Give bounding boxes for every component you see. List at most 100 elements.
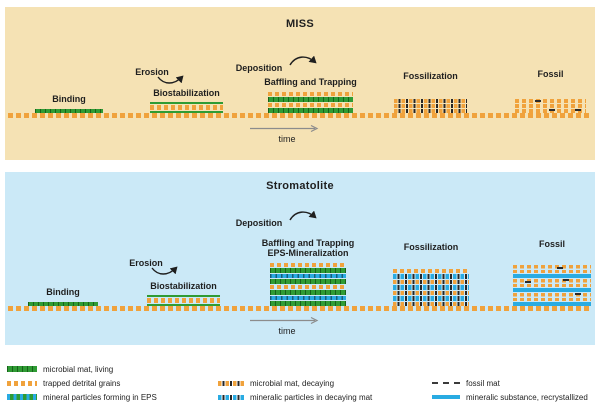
panel-title: MISS (285, 18, 315, 30)
deposition-label: Deposition (235, 218, 283, 228)
layer-orange-black (393, 290, 469, 295)
fossil-mat-dash (557, 267, 563, 269)
stage-label: Fossil (537, 69, 564, 80)
fossil-mat-dash (549, 109, 555, 111)
stage-label: Fossilization (403, 71, 458, 82)
layer-cyan-solid (513, 302, 591, 306)
layer-green (270, 290, 346, 295)
layer-orange-dots (270, 285, 346, 289)
layer-green-thin (147, 304, 220, 306)
layer-green (28, 302, 98, 306)
stage-block (35, 109, 103, 113)
layer-cyan-solid (513, 288, 591, 292)
layer-orange-black (394, 99, 467, 103)
fossil-mat-dash (535, 100, 541, 102)
stage-fossilization: Fossilization (393, 242, 469, 306)
fossil-mat-dash (525, 281, 531, 283)
layer-green (270, 268, 346, 273)
layer-orange-dots (515, 109, 586, 113)
fossil-mat-dash (575, 293, 581, 295)
time-axis: time (249, 124, 325, 144)
stage-block (150, 102, 223, 113)
layer-orange-dots (515, 99, 586, 103)
erosion-arrow-icon (157, 75, 184, 84)
deposition-label: Deposition (235, 63, 283, 73)
layer-cyan-solid (513, 274, 591, 278)
stage-fossilization: Fossilization (394, 71, 467, 113)
legend-swatch-mineral-particles-eps (7, 394, 37, 400)
legend-item: trapped detrital grains (7, 376, 157, 390)
legend-label: mineralic substance, recrystallized (466, 392, 588, 402)
panel-title: Stromatolite (266, 180, 334, 192)
layer-orange-dots (515, 104, 586, 108)
stage-label: Biostabilization (150, 281, 217, 292)
stage-label: Binding (52, 94, 86, 105)
erosion-label: Erosion (135, 67, 169, 77)
legend-item: microbial mat, decaying (218, 376, 372, 390)
stage-baffling-trapping: Baffling and Trapping (264, 77, 357, 113)
legend-label: microbial mat, living (43, 364, 114, 374)
time-label: time (278, 326, 296, 336)
legend-column-2: microbial mat, decaying mineralic partic… (218, 376, 372, 404)
legend-item: microbial mat, living (7, 362, 157, 376)
legend-label: fossil mat (466, 378, 500, 388)
legend-column-3: fossil mat mineralic substance, recrysta… (432, 376, 588, 404)
layer-cyan-mineral (270, 274, 346, 278)
stage-block (28, 302, 98, 306)
layer-green-thin (147, 295, 220, 297)
legend-item: mineralic substance, recrystallized (432, 390, 588, 404)
layer-orange-double (513, 279, 591, 287)
stage-binding: Binding (28, 287, 98, 306)
stage-fossil: Fossil (513, 239, 591, 306)
layer-orange-black (393, 279, 469, 284)
stage-fossil: Fossil (515, 69, 586, 113)
legend-item: fossil mat (432, 376, 588, 390)
stage-biostabilization: Biostabilization (147, 281, 220, 306)
layer-orange-dots (147, 298, 220, 303)
deposition-arrow-icon (289, 55, 317, 66)
stage-label: Binding (46, 287, 80, 298)
layer-cyan-black (393, 296, 469, 301)
layer-green-thin (150, 102, 223, 104)
legend-item: mineralic particles in decaying mat (218, 390, 372, 404)
layer-orange-dots (150, 105, 223, 110)
layer-orange-dots (270, 263, 346, 267)
stage-label: Fossil (538, 239, 565, 250)
baseline-detrital-grains (8, 113, 592, 118)
fossil-mat-dash (563, 279, 569, 281)
legend-swatch-microbial-mat-decaying (218, 380, 244, 386)
stage-label: Baffling and Trapping (264, 77, 357, 88)
legend-item: mineral particles forming in EPS (7, 390, 157, 404)
legend-swatch-mineralic-particles-decaying (218, 394, 244, 400)
layer-green (268, 108, 353, 113)
layer-green (268, 97, 353, 102)
layer-orange-double (513, 265, 591, 273)
stage-label: Biostabilization (153, 88, 220, 99)
legend-label: mineralic particles in decaying mat (250, 392, 373, 402)
stage-block (513, 265, 591, 306)
legend-swatch-trapped-detrital-grains (7, 380, 37, 386)
layer-orange-dots (268, 92, 353, 96)
stage-label-line2: EPS-Mineralization (267, 248, 349, 259)
layer-orange-black (394, 104, 467, 108)
stage-block (147, 295, 220, 306)
time-axis: time (249, 316, 325, 336)
layer-cyan-black (393, 285, 469, 290)
stage-biostabilization: Biostabilization (150, 88, 223, 113)
panel-stromatolite: Stromatolite Erosion Deposition Binding … (5, 172, 595, 345)
stage-block (515, 99, 586, 113)
stage-label: Fossilization (403, 242, 459, 253)
panel-miss: MISS Erosion Deposition Binding Biostabi… (5, 7, 595, 160)
layer-orange-black (393, 301, 469, 306)
layer-orange-dots (393, 269, 469, 273)
legend-label: mineral particles forming in EPS (43, 392, 157, 402)
legend-swatch-microbial-mat-living (7, 366, 37, 372)
layer-green-thin (150, 111, 223, 113)
layer-orange-black (394, 109, 467, 113)
layer-cyan-mineral (270, 296, 346, 300)
legend-label: trapped detrital grains (43, 378, 121, 388)
baseline-detrital-grains (8, 306, 592, 311)
layer-green (35, 109, 103, 113)
stage-label: Baffling and Trapping EPS-Mineralization (262, 238, 355, 259)
legend-swatch-mineralic-substance-recrystallized (432, 395, 460, 399)
